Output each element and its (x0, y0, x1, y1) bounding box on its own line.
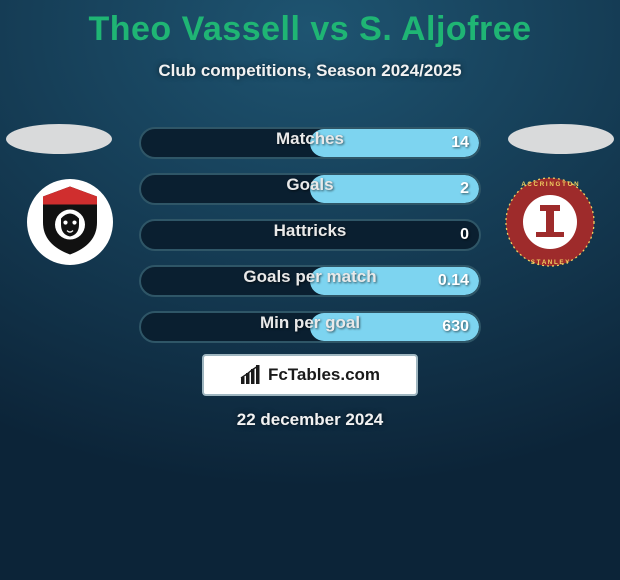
watermark-text: FcTables.com (268, 365, 380, 385)
stat-row: Goals 2 (0, 166, 620, 212)
stat-row: Hattricks 0 (0, 212, 620, 258)
stat-value-right: 630 (429, 318, 469, 336)
stat-label: Goals (286, 175, 333, 195)
stat-value-right: 14 (429, 134, 469, 152)
stats-chart: Matches 14 Goals 2 Hattricks 0 Goals per match… (0, 120, 620, 350)
stat-label: Min per goal (260, 313, 360, 333)
stat-row: Matches 14 (0, 120, 620, 166)
date-label: 22 december 2024 (237, 410, 384, 430)
stat-row: Goals per match 0.14 (0, 258, 620, 304)
stat-row: Min per goal 630 (0, 304, 620, 350)
stat-value-right: 0 (429, 226, 469, 244)
page-title: Theo Vassell vs S. Aljofree (0, 0, 620, 49)
bar-chart-icon (240, 365, 262, 385)
watermark: FcTables.com (202, 354, 418, 396)
stat-label: Matches (276, 129, 344, 149)
stat-value-right: 2 (429, 180, 469, 198)
comparison-infographic: Theo Vassell vs S. Aljofree Club competi… (0, 0, 620, 580)
stat-label: Goals per match (243, 267, 376, 287)
stat-label: Hattricks (274, 221, 347, 241)
subtitle: Club competitions, Season 2024/2025 (0, 61, 620, 81)
stat-value-right: 0.14 (429, 272, 469, 290)
